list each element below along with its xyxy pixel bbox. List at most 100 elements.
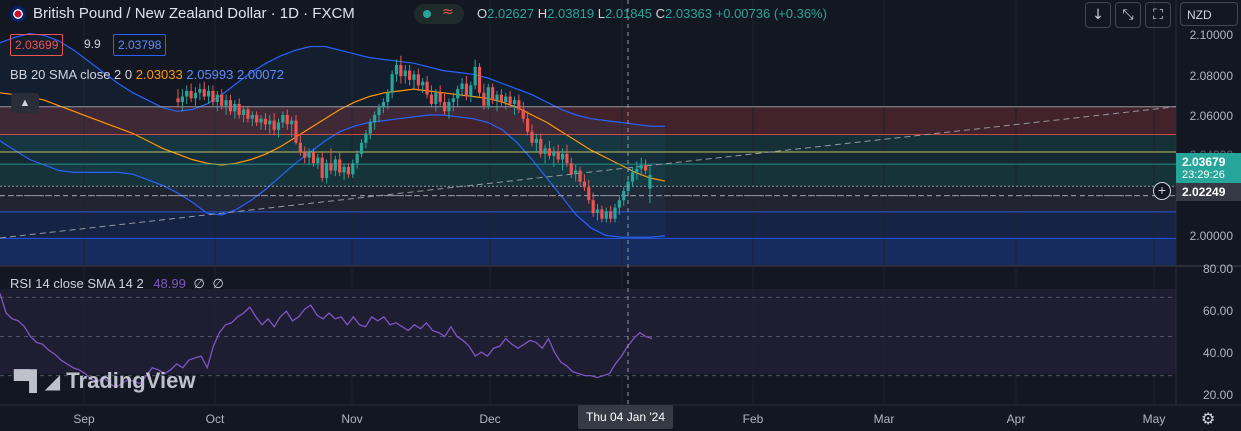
fullscreen-icon: ⛶ (1153, 7, 1163, 23)
candle (595, 203, 600, 221)
candle (512, 96, 517, 116)
candle-body (526, 118, 530, 132)
candle-body (359, 142, 364, 154)
candle-body (604, 211, 608, 219)
candle-body (469, 85, 473, 97)
bb-legend[interactable]: BB 20 SMA close 2 0 2.03033 2.05993 2.00… (10, 67, 284, 82)
bb-upper-value: 2.05993 (186, 67, 234, 82)
candle-body (595, 209, 600, 214)
candle-body (246, 109, 250, 119)
candle-body (316, 157, 320, 164)
candle (316, 153, 320, 169)
market-status-pill[interactable]: ≈ (414, 4, 464, 24)
candle (333, 155, 337, 177)
candle (609, 205, 613, 223)
candle (233, 100, 237, 119)
candle (556, 144, 560, 164)
candle (587, 179, 591, 204)
tradingview-watermark: ▀▌◢ TradingView (14, 368, 195, 394)
candle (185, 85, 189, 104)
symbol-title[interactable]: British Pound / New Zealand Dollar · 1D … (33, 5, 355, 22)
candle (342, 163, 346, 180)
collapse-button[interactable]: ⤡ (1115, 2, 1141, 28)
settings-gear-icon[interactable]: ⚙ (1201, 409, 1216, 428)
candle (630, 166, 635, 188)
candle-body (477, 66, 482, 93)
candle (434, 89, 438, 112)
candle-body (364, 133, 368, 143)
candle (408, 65, 412, 86)
fullscreen-button[interactable]: ⛶ (1145, 2, 1171, 28)
price-tick: 2.08000 (1189, 69, 1233, 83)
candle-body (600, 209, 604, 219)
candle-body (198, 89, 202, 93)
candle (399, 55, 403, 84)
candle (215, 90, 219, 112)
candle (359, 139, 364, 158)
candle-body (512, 100, 517, 104)
time-tick: Apr (1006, 412, 1026, 426)
candle-body (547, 148, 552, 156)
candle-body (346, 166, 351, 175)
candle-body (185, 90, 189, 97)
rsi-legend[interactable]: RSI 14 close SMA 14 2 48.99 ∅ ∅ (10, 276, 224, 292)
candle (206, 85, 211, 104)
time-tick: May (1142, 412, 1166, 426)
open-value: 2.02627 (487, 6, 535, 21)
sell-price-button[interactable]: 2.03699 (10, 34, 64, 56)
candle (237, 98, 241, 119)
candle (263, 113, 267, 130)
add-alert-plus-icon[interactable]: + (1153, 182, 1171, 200)
candle (639, 157, 643, 177)
chevron-up-icon: ▲ (19, 97, 31, 109)
candle (569, 157, 573, 178)
collapse-legend-button[interactable]: ▲ (11, 93, 39, 113)
low-label: L (597, 6, 605, 21)
candle-body (211, 90, 215, 103)
candle-body (215, 94, 219, 103)
candle-body (386, 92, 390, 103)
candle (351, 159, 355, 178)
candle (578, 166, 582, 186)
candle (451, 92, 455, 112)
candle (303, 146, 307, 164)
candle (547, 140, 552, 160)
price-zone (0, 238, 1176, 265)
candle-body (635, 168, 639, 173)
crosshair-date-label: Thu 04 Jan '24 (578, 405, 674, 429)
candle (403, 65, 407, 84)
price-tick: 2.10000 (1189, 28, 1233, 42)
scroll-down-button[interactable]: ↓ (1085, 2, 1111, 28)
candle (346, 163, 351, 178)
candle-body (373, 115, 377, 123)
buy-price-button[interactable]: 2.03798 (113, 34, 167, 56)
candle-body (556, 152, 560, 160)
candle (394, 59, 399, 82)
bb-upper-line (0, 32, 666, 127)
tradingview-logo-icon: ▀▌◢ (14, 369, 61, 393)
candle (508, 90, 512, 108)
candle-body (342, 166, 346, 173)
candle-body (412, 74, 416, 80)
candle (259, 115, 263, 130)
candle-body (447, 102, 451, 112)
time-tick: Sep (73, 412, 95, 426)
candle (338, 152, 342, 177)
candle-body (499, 94, 503, 103)
candle (447, 98, 451, 119)
candle (268, 115, 272, 134)
candle-body (263, 118, 267, 125)
candle-body (491, 87, 495, 101)
watermark-text: TradingView (66, 368, 196, 393)
candle (228, 94, 233, 116)
candle-body (429, 94, 434, 104)
candle (456, 85, 460, 108)
candle-body (539, 139, 543, 154)
currency-select[interactable]: NZD (1180, 2, 1238, 26)
candle-body (630, 172, 635, 182)
candle-body (241, 109, 246, 116)
candle-body (486, 87, 490, 106)
candle (421, 77, 425, 93)
candle (442, 92, 447, 116)
